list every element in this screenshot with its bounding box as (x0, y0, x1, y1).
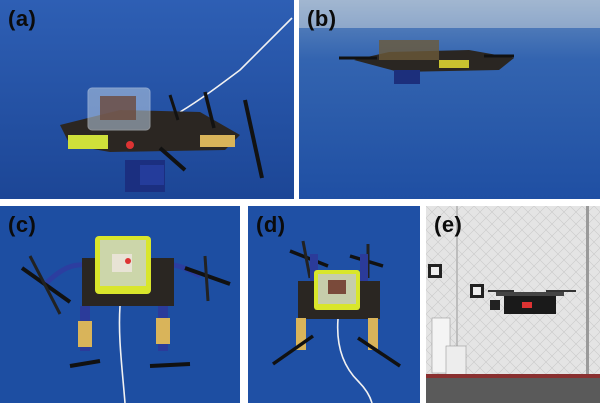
drone (271, 240, 401, 403)
panel-e-label: (e) (434, 212, 463, 237)
drone (488, 290, 576, 314)
panel-e-photo (426, 206, 600, 403)
panel-b-label: (b) (307, 6, 337, 31)
drone (339, 40, 514, 84)
panel-a: (a) (0, 0, 294, 199)
drone (60, 87, 264, 192)
drone (20, 236, 231, 403)
panel-a-label: (a) (8, 6, 37, 31)
panel-c-label: (c) (8, 212, 37, 237)
panel-c: (c) (0, 206, 240, 403)
panel-d-photo (248, 206, 420, 403)
panel-c-photo (0, 206, 240, 403)
panel-a-photo (0, 0, 294, 199)
panel-b: (b) (299, 0, 600, 199)
panel-d: (d) (248, 206, 420, 403)
panel-b-photo (299, 0, 600, 199)
panel-d-label: (d) (256, 212, 286, 237)
panel-e: (e) (426, 206, 600, 403)
